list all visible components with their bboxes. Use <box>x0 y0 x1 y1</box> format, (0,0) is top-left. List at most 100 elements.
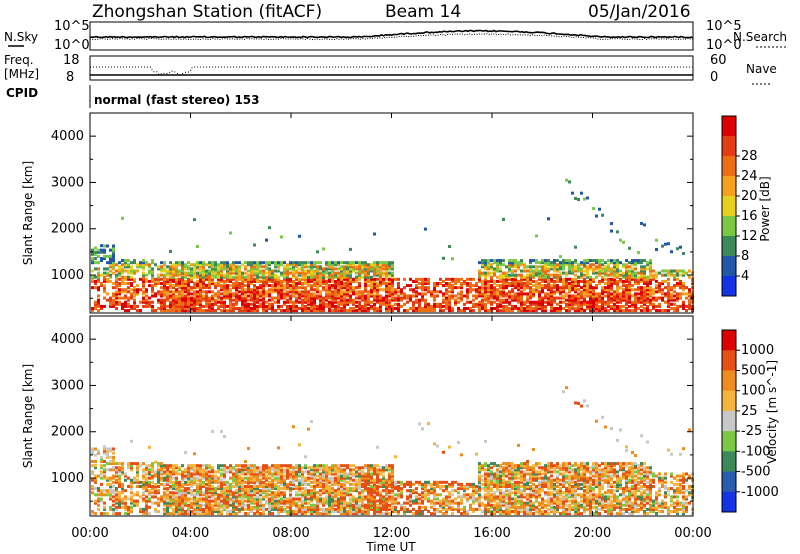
echo-cell <box>112 457 115 461</box>
echo-cell <box>322 474 325 478</box>
echo-cell <box>229 292 232 296</box>
echo-cell <box>388 286 391 290</box>
echo-cell <box>646 309 649 313</box>
echo-cell <box>301 269 304 273</box>
echo-cell <box>151 267 154 271</box>
echo-cell <box>286 279 289 283</box>
echo-cell <box>157 464 160 468</box>
echo-cell <box>250 306 253 310</box>
echo-cell <box>298 503 301 507</box>
echo-cell <box>169 273 172 277</box>
echo-cell <box>328 306 331 310</box>
echo-cell <box>640 269 643 273</box>
echo-cell <box>280 296 283 300</box>
echo-cell <box>259 290 262 294</box>
echo-cell <box>184 495 187 499</box>
echo-cell <box>295 512 298 516</box>
echo-cell <box>640 271 643 275</box>
echo-cell <box>523 269 526 273</box>
echo-cell <box>283 507 286 511</box>
echo-cell <box>130 482 133 486</box>
echo-cell <box>484 261 487 265</box>
echo-cell <box>520 306 523 310</box>
echo-cell <box>538 306 541 310</box>
echo-cell <box>91 269 94 273</box>
echo-cell <box>178 489 181 493</box>
echo-cell <box>574 277 577 281</box>
echo-cell <box>283 468 286 472</box>
echo-cell <box>145 476 148 480</box>
echo-cell <box>454 302 457 306</box>
echo-cell <box>424 292 427 296</box>
echo-cell <box>313 466 316 470</box>
echo-cell <box>493 279 496 283</box>
echo-cell <box>121 296 124 300</box>
echo-cell <box>571 300 574 304</box>
echo-cell <box>277 275 280 279</box>
echo-cell <box>280 472 283 476</box>
echo-cell <box>109 275 112 279</box>
echo-cell <box>148 493 151 497</box>
echo-cell <box>391 292 394 296</box>
echo-cell <box>166 476 169 480</box>
echo-cell <box>256 501 259 505</box>
echo-cell <box>628 284 631 288</box>
echo-cell <box>301 487 304 491</box>
echo-cell <box>292 263 295 267</box>
echo-cell <box>328 501 331 505</box>
echo-cell <box>595 275 598 279</box>
echo-cell <box>313 478 316 482</box>
echo-cell <box>241 271 244 275</box>
echo-cell <box>145 464 148 468</box>
echo-cell <box>592 304 595 308</box>
echo-cell <box>343 474 346 478</box>
echo-cell <box>160 309 163 313</box>
echo-cell <box>316 505 319 509</box>
echo-cell <box>223 275 226 279</box>
echo-cell <box>163 292 166 296</box>
echo-cell <box>232 269 235 273</box>
echo-cell <box>307 281 310 285</box>
echo-cell <box>121 468 124 472</box>
echo-cell <box>256 472 259 476</box>
echo-cell <box>124 489 127 493</box>
echo-cell <box>661 279 664 283</box>
echo-cell <box>643 265 646 269</box>
echo-cell <box>268 493 271 497</box>
echo-cell <box>178 466 181 470</box>
echo-cell <box>196 298 199 302</box>
echo-cell <box>259 275 262 279</box>
echo-cell <box>493 296 496 300</box>
echo-cell <box>331 277 334 281</box>
echo-cell <box>250 468 253 472</box>
echo-cell <box>583 197 586 201</box>
echo-cell <box>364 286 367 290</box>
echo-cell <box>319 294 322 298</box>
echo-cell <box>619 296 622 300</box>
echo-cell <box>274 468 277 472</box>
echo-cell <box>520 279 523 283</box>
echo-cell <box>487 296 490 300</box>
echo-cell <box>142 507 145 511</box>
echo-cell <box>289 497 292 501</box>
echo-cell <box>340 284 343 288</box>
echo-cell <box>244 296 247 300</box>
echo-cell <box>616 284 619 288</box>
echo-cell <box>598 296 601 300</box>
echo-cell <box>613 290 616 294</box>
echo-cell <box>175 290 178 294</box>
echo-cell <box>508 267 511 271</box>
echo-cell <box>607 259 610 263</box>
echo-cell <box>490 284 493 288</box>
echo-cell <box>292 499 295 503</box>
echo-cell <box>178 292 181 296</box>
echo-cell <box>304 273 307 277</box>
echo-cell <box>136 290 139 294</box>
echo-cell <box>364 288 367 292</box>
echo-cell <box>91 277 94 281</box>
echo-cell <box>244 493 247 497</box>
echo-cell <box>100 259 103 263</box>
echo-cell <box>196 478 199 482</box>
echo-cell <box>166 495 169 499</box>
echo-cell <box>481 288 484 292</box>
